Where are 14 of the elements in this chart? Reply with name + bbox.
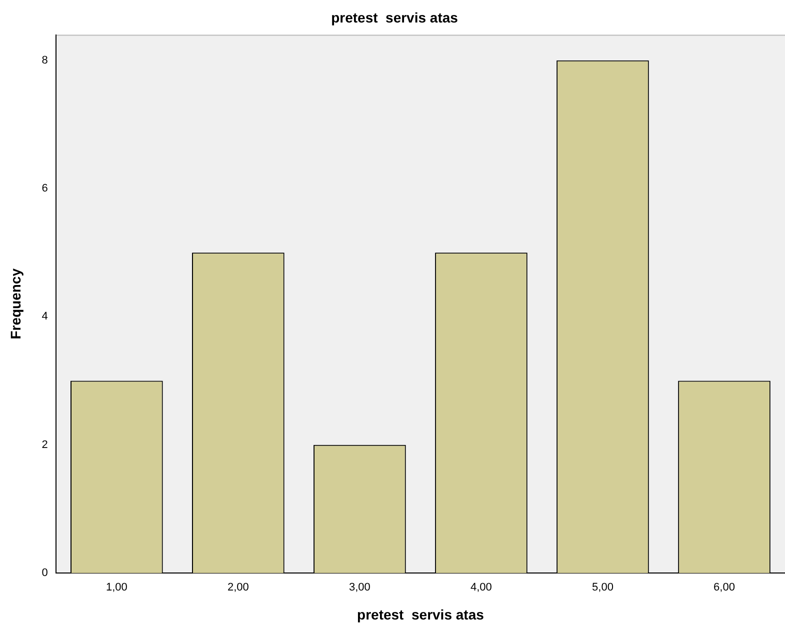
y-tick-label: 6 [42,182,48,195]
x-axis-title: pretest servis atas [357,606,484,622]
y-tick-label: 2 [42,438,48,451]
x-tick-label: 1,00 [106,582,128,594]
x-tick-label: 3,00 [348,582,370,594]
y-tick-label: 0 [42,567,48,580]
x-tick-label: 4,00 [470,582,492,594]
x-tick-label: 5,00 [592,582,614,594]
x-tick-label: 2,00 [227,582,249,594]
x-tick-label: 6,00 [714,582,735,594]
y-tick-label: 4 [42,310,48,323]
y-axis-title: Frequency [7,268,24,340]
y-tick-label: 8 [42,54,48,66]
chart-title: pretest servis atas [331,9,458,26]
